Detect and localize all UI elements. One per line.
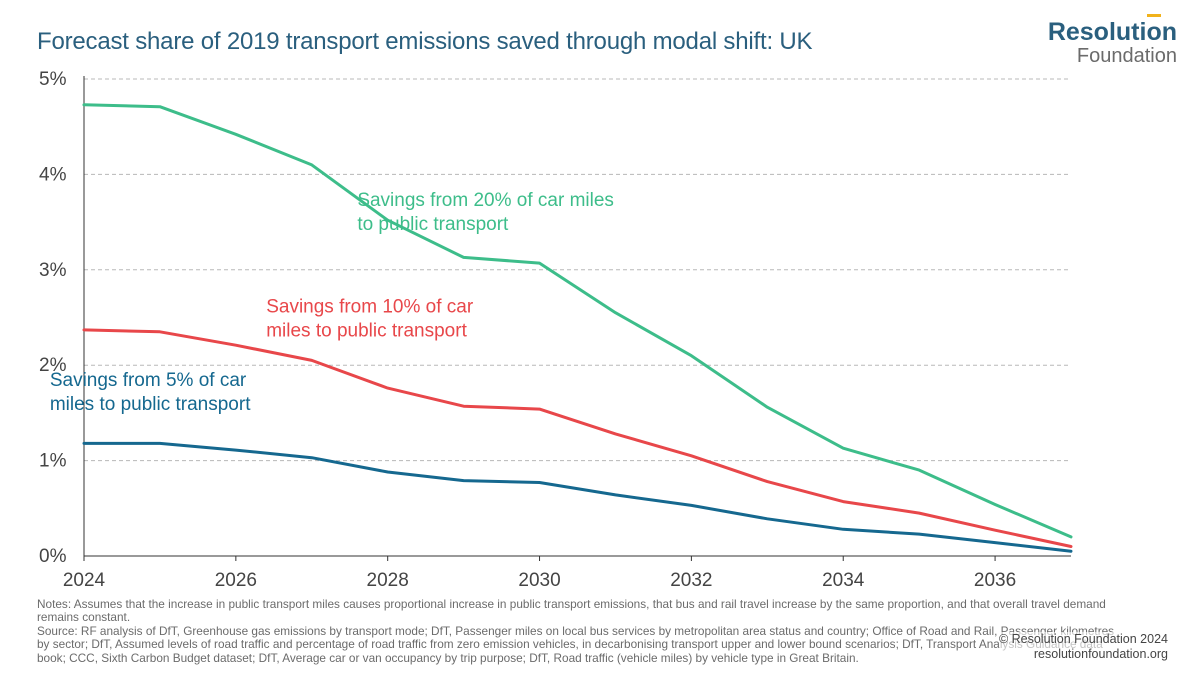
y-tick-label: 1% (39, 451, 67, 472)
y-tick-label: 4% (39, 164, 67, 185)
notes-text: Notes: Assumes that the increase in publ… (37, 598, 1106, 625)
series-label-2: Savings from 10% of car (266, 297, 474, 318)
x-tick-label: 2028 (367, 570, 409, 591)
x-tick-label: 2030 (518, 570, 560, 591)
gridlines (84, 78, 1071, 462)
x-tick-label: 2026 (215, 570, 257, 591)
resolution-foundation-logo: Resolution Foundation (1048, 20, 1177, 67)
copyright-text: © Resolution Foundation 2024 (998, 632, 1168, 646)
logo-wordmark-text: Resolution (1047, 18, 1177, 46)
series-line-3 (82, 441, 1073, 553)
website-link[interactable]: resolutionfoundation.org (1033, 647, 1168, 661)
source-text: Source: RF analysis of DfT, Greenhouse g… (37, 623, 1115, 665)
series-line-1 (82, 103, 1073, 539)
y-tick-label: 3% (39, 260, 67, 281)
line-chart: 0% 1% 2% 3% 4% 5% 2024 2026 2028 2030 2032 2034 2036… (39, 69, 1073, 591)
series-labels: Savings from 20% of car miles to public t… (50, 190, 614, 415)
credit-block: © Resolution Foundation 2024 resolutionf… (998, 632, 1168, 662)
series-label-2: miles to public transport (266, 321, 467, 342)
y-tick-label: 5% (39, 69, 67, 90)
logo-wordmark-bottom: Foundation (1076, 45, 1177, 67)
x-tick-label: 2024 (63, 570, 106, 591)
axes: 0% 1% 2% 3% 4% 5% 2024 2026 2028 2030 2032 2034 2036 (39, 69, 1071, 591)
x-tick-label: 2034 (822, 570, 865, 591)
logo-wordmark-top: Resolution (1048, 20, 1177, 45)
chart-title: Forecast share of 2019 transport emissio… (37, 28, 813, 55)
series-label-1: to public transport (357, 214, 509, 235)
x-tick-label: 2036 (974, 570, 1016, 591)
series-label-3: miles to public transport (50, 394, 251, 415)
series-line-2 (82, 328, 1073, 548)
y-tick-label: 2% (39, 355, 67, 376)
series-lines (82, 103, 1073, 553)
series-label-3: Savings from 5% of car (50, 370, 247, 391)
logo-accent-letter: o (1146, 18, 1162, 46)
notes-and-sources: Notes: Assumes that the increase in publ… (37, 598, 1127, 665)
y-tick-label: 0% (39, 546, 67, 567)
x-tick-label: 2032 (670, 570, 712, 591)
series-label-1: Savings from 20% of car miles (357, 190, 614, 211)
